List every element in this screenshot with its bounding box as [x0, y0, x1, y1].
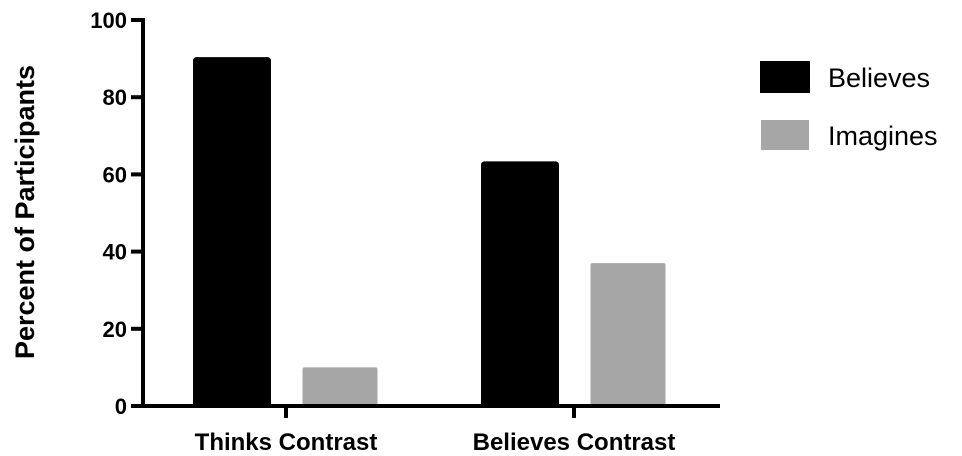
y-tick-label: 40 [103, 240, 127, 265]
legend-swatch-believes [760, 61, 810, 93]
legend-label-believes: Believes [828, 63, 930, 93]
bar-imagines-0 [302, 367, 378, 406]
x-axis-categories: Thinks Contrast Believes Contrast [195, 406, 676, 456]
y-tick-label: 20 [103, 317, 127, 342]
bar-believes-0 [193, 57, 271, 408]
y-tick-label: 100 [90, 8, 127, 33]
bar-imagines-1 [590, 263, 666, 406]
y-axis-label: Percent of Participants [10, 65, 40, 359]
bar-believes-1 [481, 161, 559, 408]
bars [193, 57, 666, 408]
legend-label-imagines: Imagines [828, 121, 938, 151]
y-tick-label: 60 [103, 162, 127, 187]
x-category-label: Believes Contrast [473, 429, 676, 456]
legend-swatch-imagines [761, 120, 809, 150]
y-tick-label: 0 [115, 394, 127, 419]
y-tick-label: 80 [103, 85, 127, 110]
legend: Believes Imagines [760, 61, 938, 151]
x-category-label: Thinks Contrast [195, 429, 378, 456]
y-axis-ticks: 0 20 40 60 80 100 [90, 8, 143, 419]
